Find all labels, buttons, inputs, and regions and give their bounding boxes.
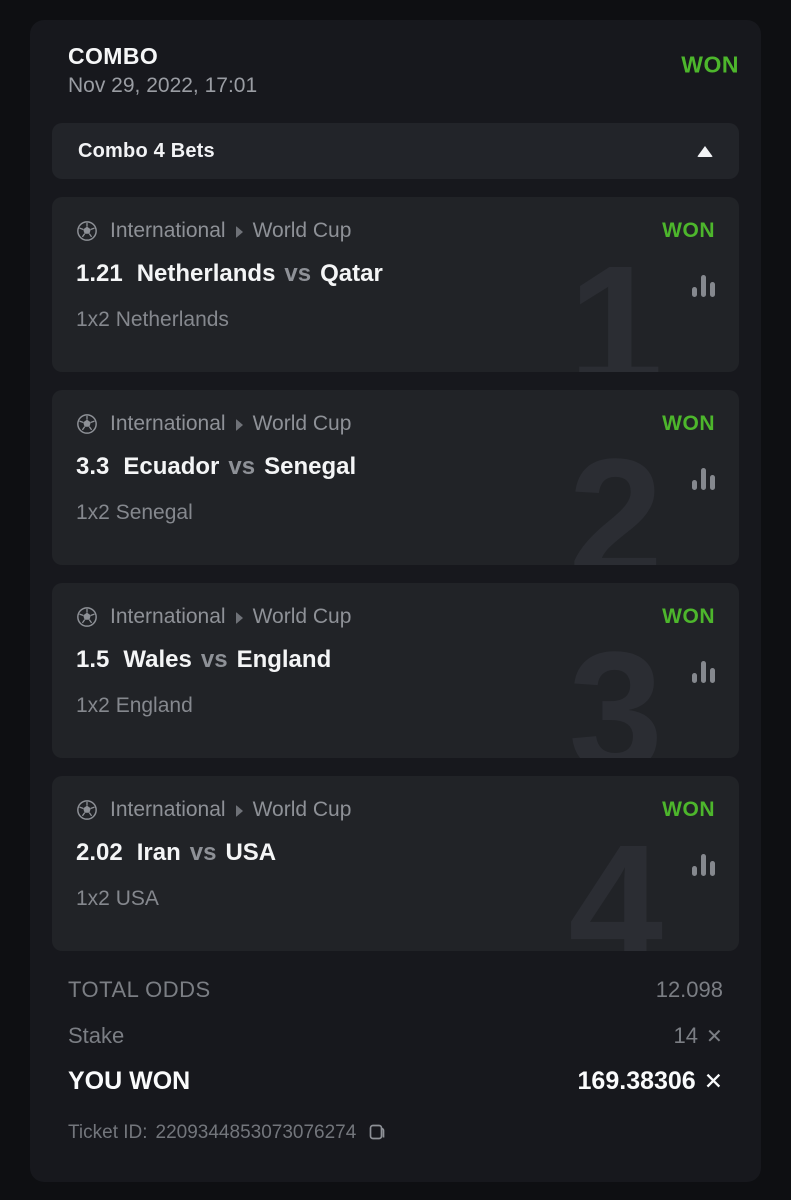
- stake-label: Stake: [68, 1023, 125, 1048]
- bet-odds: 1.5: [76, 646, 110, 673]
- bet-card-2: 2 International World Cup WON 3.3 Ecuado…: [52, 390, 739, 565]
- chevron-up-icon[interactable]: [697, 145, 713, 157]
- bet-status-badge: WON: [662, 605, 715, 628]
- breadcrumb: International World Cup: [76, 798, 351, 822]
- bet-market-selection: 1x2 Netherlands: [76, 308, 229, 331]
- stats-bars-icon[interactable]: [692, 275, 715, 297]
- bet-index-watermark: 3: [568, 617, 663, 758]
- breadcrumb-category: International: [110, 798, 226, 821]
- vs-label: vs: [228, 453, 256, 480]
- ticket-status-badge: WON: [681, 50, 739, 77]
- vs-label: vs: [284, 260, 312, 287]
- home-team: Ecuador: [123, 453, 220, 480]
- bet-card-3: 3 International World Cup WON 1.5 Wales …: [52, 583, 739, 758]
- soccer-ball-icon: [76, 413, 98, 435]
- bet-odds: 1.21: [76, 260, 123, 287]
- combo-bar-label: Combo 4 Bets: [78, 139, 215, 162]
- bet-status-badge: WON: [662, 798, 715, 821]
- breadcrumb-category: International: [110, 605, 226, 628]
- ticket-id-label: Ticket ID:: [68, 1122, 148, 1143]
- you-won-value: 169.38306 ✕: [577, 1067, 723, 1095]
- ticket-header: COMBO Nov 29, 2022, 17:01 WON: [30, 20, 761, 99]
- breadcrumb: International World Cup: [76, 219, 351, 243]
- ticket-id-value: 2209344853073076274: [155, 1122, 357, 1143]
- breadcrumb-tournament: World Cup: [252, 798, 352, 821]
- breadcrumb: International World Cup: [76, 412, 351, 436]
- away-team: England: [236, 646, 332, 673]
- bet-card-1: 1 International World Cup WON 1.21 Nethe…: [52, 197, 739, 372]
- copy-icon[interactable]: [368, 1123, 387, 1144]
- bet-card-4: 4 International World Cup WON 2.02 Iran …: [52, 776, 739, 951]
- vs-label: vs: [200, 646, 228, 673]
- ticket-summary: TOTAL ODDS 12.098 Stake 14 ✕ YOU WON 169.…: [30, 977, 761, 1144]
- bet-market-selection: 1x2 Senegal: [76, 501, 193, 524]
- combo-expander-bar[interactable]: Combo 4 Bets: [52, 123, 739, 179]
- bet-status-badge: WON: [662, 219, 715, 242]
- currency-x-icon: ✕: [703, 1068, 723, 1094]
- breadcrumb-tournament: World Cup: [252, 605, 352, 628]
- home-team: Wales: [123, 646, 192, 673]
- stats-bars-icon[interactable]: [692, 854, 715, 876]
- stake-value: 14 ✕: [673, 1023, 723, 1048]
- bet-odds: 2.02: [76, 839, 123, 866]
- vs-label: vs: [189, 839, 217, 866]
- currency-x-icon: ✕: [706, 1026, 723, 1048]
- away-team: Senegal: [264, 453, 357, 480]
- bet-status-badge: WON: [662, 412, 715, 435]
- breadcrumb-category: International: [110, 219, 226, 242]
- bet-match-line: 2.02 Iran vs USA: [76, 839, 715, 867]
- soccer-ball-icon: [76, 606, 98, 628]
- bet-market-selection: 1x2 USA: [76, 887, 159, 910]
- total-odds-value: 12.098: [655, 977, 723, 1002]
- away-team: USA: [225, 839, 277, 866]
- ticket-type-title: COMBO: [68, 43, 159, 69]
- bet-market-selection: 1x2 England: [76, 694, 193, 717]
- breadcrumb-arrow-icon: [235, 805, 243, 817]
- bet-match-line: 3.3 Ecuador vs Senegal: [76, 453, 715, 481]
- home-team: Iran: [136, 839, 181, 866]
- you-won-label: YOU WON: [68, 1067, 191, 1095]
- away-team: Qatar: [320, 260, 383, 287]
- bet-match-line: 1.5 Wales vs England: [76, 646, 715, 674]
- soccer-ball-icon: [76, 799, 98, 821]
- ticket-datetime: Nov 29, 2022, 17:01: [68, 74, 258, 97]
- breadcrumb: International World Cup: [76, 605, 351, 629]
- breadcrumb-category: International: [110, 412, 226, 435]
- bet-odds: 3.3: [76, 453, 110, 480]
- soccer-ball-icon: [76, 220, 98, 242]
- total-odds-label: TOTAL ODDS: [68, 977, 211, 1002]
- breadcrumb-arrow-icon: [235, 226, 243, 238]
- bet-index-watermark: 1: [568, 231, 663, 372]
- home-team: Netherlands: [136, 260, 276, 287]
- bet-ticket-card: COMBO Nov 29, 2022, 17:01 WON Combo 4 Be…: [30, 20, 761, 1182]
- breadcrumb-tournament: World Cup: [252, 219, 352, 242]
- bet-index-watermark: 2: [568, 424, 663, 565]
- breadcrumb-tournament: World Cup: [252, 412, 352, 435]
- breadcrumb-arrow-icon: [235, 612, 243, 624]
- stats-bars-icon[interactable]: [692, 468, 715, 490]
- breadcrumb-arrow-icon: [235, 419, 243, 431]
- bet-index-watermark: 4: [568, 810, 663, 951]
- stats-bars-icon[interactable]: [692, 661, 715, 683]
- bet-match-line: 1.21 Netherlands vs Qatar: [76, 260, 715, 288]
